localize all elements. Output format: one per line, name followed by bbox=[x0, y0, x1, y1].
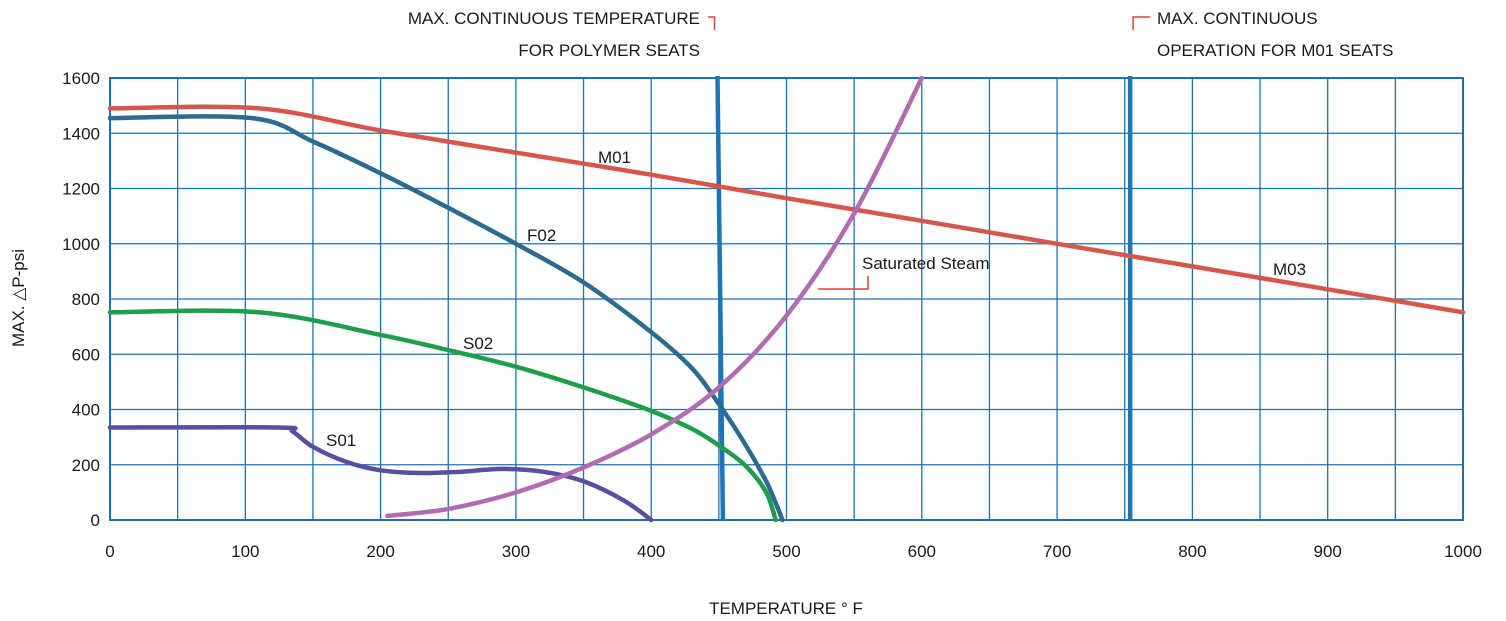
y-tick-label: 1600 bbox=[62, 69, 100, 88]
series-m01-line bbox=[107, 104, 1466, 315]
y-tick-label: 200 bbox=[72, 456, 100, 475]
x-tick-label: 0 bbox=[105, 542, 114, 561]
x-tick-label: 300 bbox=[502, 542, 530, 561]
annotation-leaders bbox=[708, 16, 1150, 290]
y-tick-label: 600 bbox=[72, 345, 100, 364]
axis-ticks: 0 100 200 300 400 500 600 700 800 900 1000 0 200 400 6… bbox=[62, 69, 1482, 561]
series-s02-line bbox=[107, 308, 778, 523]
series-s01-line bbox=[107, 424, 654, 523]
saturated-steam-leader bbox=[818, 276, 869, 290]
x-tick-label: 200 bbox=[366, 542, 394, 561]
x-tick-label: 100 bbox=[231, 542, 259, 561]
series-label-saturated-steam: Saturated Steam bbox=[862, 254, 990, 273]
grid-lines bbox=[109, 77, 1464, 521]
polymer-limit-label-line2: FOR POLYMER SEATS bbox=[518, 41, 700, 60]
x-tick-label: 900 bbox=[1314, 542, 1342, 561]
m01-limit-label-line1: MAX. CONTINUOUS bbox=[1157, 9, 1318, 28]
series-label-s02: S02 bbox=[463, 334, 493, 353]
y-tick-label: 1200 bbox=[62, 180, 100, 199]
plot-frame bbox=[109, 77, 1464, 521]
series-label-m03: M03 bbox=[1273, 260, 1306, 279]
x-tick-label: 800 bbox=[1178, 542, 1206, 561]
limit-lines bbox=[715, 75, 1133, 521]
x-tick-label: 700 bbox=[1043, 542, 1071, 561]
x-tick-label: 500 bbox=[772, 542, 800, 561]
x-axis-title: TEMPERATURE ° F bbox=[709, 599, 863, 618]
y-axis-title: MAX. △P-psi bbox=[9, 249, 28, 347]
m01-limit-leader bbox=[1132, 16, 1150, 30]
x-tick-label: 600 bbox=[908, 542, 936, 561]
m01-limit-label-line2: OPERATION FOR M01 SEATS bbox=[1157, 41, 1393, 60]
x-tick-label: 400 bbox=[637, 542, 665, 561]
y-tick-label: 1000 bbox=[62, 235, 100, 254]
series-label-s01: S01 bbox=[326, 431, 356, 450]
x-tick-label: 1000 bbox=[1444, 542, 1482, 561]
data-series bbox=[107, 75, 1466, 523]
y-tick-label: 1400 bbox=[62, 124, 100, 143]
y-tick-label: 800 bbox=[72, 290, 100, 309]
polymer-limit-leader bbox=[708, 16, 716, 30]
series-saturated-steam-line bbox=[385, 75, 925, 519]
y-tick-label: 0 bbox=[91, 511, 100, 530]
series-label-f02: F02 bbox=[527, 226, 556, 245]
polymer-limit-label-line1: MAX. CONTINUOUS TEMPERATURE bbox=[408, 9, 700, 28]
y-tick-label: 400 bbox=[72, 401, 100, 420]
series-label-m01: M01 bbox=[598, 148, 631, 167]
series-f02-line bbox=[107, 114, 785, 523]
